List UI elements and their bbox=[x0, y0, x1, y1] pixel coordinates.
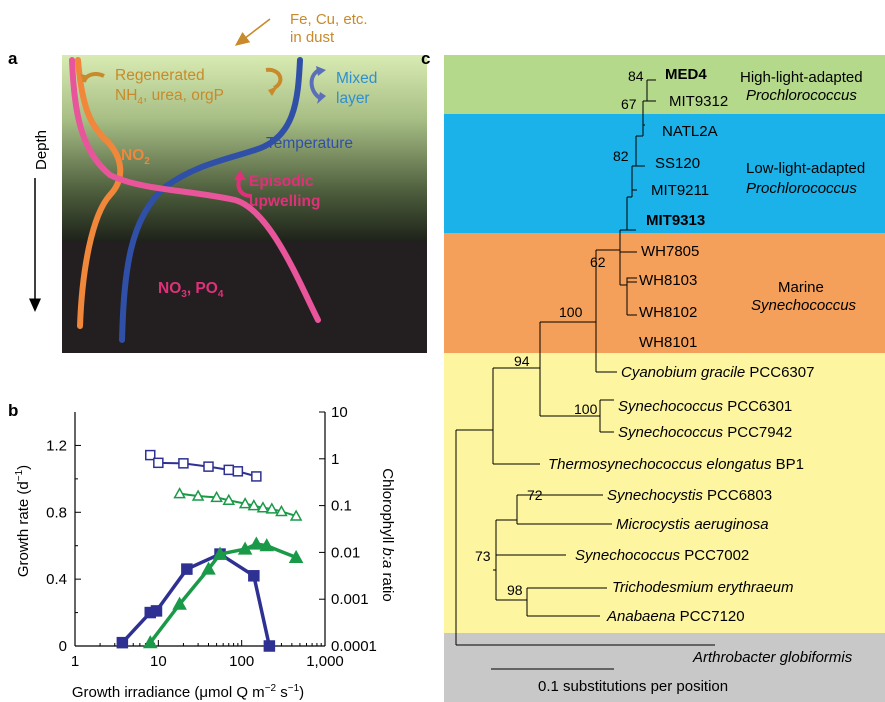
x-tick-label: 1,000 bbox=[306, 653, 344, 670]
high-light-label-2: Prochlorococcus bbox=[746, 87, 857, 104]
taxon-syn7002: Synechococcus PCC7002 bbox=[575, 547, 749, 564]
taxon-syn7942: Synechococcus PCC7942 bbox=[618, 424, 792, 441]
taxon-arthrobacter: Arthrobacter globiformis bbox=[692, 649, 853, 666]
taxon-mit9313: MIT9313 bbox=[646, 212, 705, 229]
x-tick-label: 100 bbox=[229, 653, 254, 670]
taxon-cyanobium: Cyanobium gracile PCC6307 bbox=[621, 364, 814, 381]
panel-label-b: b bbox=[8, 401, 18, 420]
x-tick-label: 1 bbox=[71, 653, 79, 670]
y-left-axis-label: Growth rate (d−1) bbox=[14, 465, 32, 577]
series-0-point bbox=[182, 564, 192, 574]
y-left-tick-label: 0 bbox=[59, 638, 67, 655]
taxon-syn6301: Synechococcus PCC6301 bbox=[618, 398, 792, 415]
panel-b: b 1 10 100 1,000 0 0.4 0.8 1.2 0.0001 0.001 0.01 0.… bbox=[8, 401, 396, 701]
mixed-layer-label-2: layer bbox=[336, 90, 370, 107]
bootstrap-72: 72 bbox=[527, 487, 543, 503]
y-left-tick-label: 1.2 bbox=[46, 437, 67, 454]
series-2-point bbox=[179, 459, 188, 468]
y-right-tick-label: 0.01 bbox=[331, 544, 360, 561]
scale-bar-label: 0.1 substitutions per position bbox=[538, 678, 728, 695]
temperature-label: Temperature bbox=[266, 135, 353, 152]
series-0-point bbox=[117, 638, 127, 648]
taxon-mit9211: MIT9211 bbox=[651, 182, 709, 199]
y-right-tick-label: 0.0001 bbox=[331, 638, 377, 655]
bootstrap-98: 98 bbox=[507, 582, 523, 598]
series-0-point bbox=[264, 641, 274, 651]
panel-label-a: a bbox=[8, 49, 18, 68]
dust-label-1: Fe, Cu, etc. bbox=[290, 11, 368, 28]
bootstrap-100-a: 100 bbox=[559, 304, 583, 320]
deep-water-region bbox=[62, 241, 427, 353]
taxon-thermosynechococcus: Thermosynechococcus elongatus BP1 bbox=[548, 456, 804, 473]
y-right-tick-label: 10 bbox=[331, 404, 348, 421]
bootstrap-67: 67 bbox=[621, 96, 637, 112]
mixed-layer-label-1: Mixed bbox=[336, 70, 377, 87]
series-2-point bbox=[154, 458, 163, 467]
taxon-anabaena: Anabaena PCC7120 bbox=[606, 608, 745, 625]
taxon-wh8101: WH8101 bbox=[639, 334, 697, 351]
taxon-trichodesmium: Trichodesmium erythraeum bbox=[612, 579, 793, 596]
y-right-axis-label: Chlorophyll b:a ratio bbox=[379, 468, 396, 601]
upwelling-label-2: upwelling bbox=[249, 193, 320, 210]
series-2-point bbox=[204, 462, 213, 471]
high-light-label-1: High-light-adapted bbox=[740, 69, 863, 86]
regenerated-label-1: Regenerated bbox=[115, 67, 205, 84]
y-right-tick-label: 0.001 bbox=[331, 591, 369, 608]
low-light-label-1: Low-light-adapted bbox=[746, 160, 865, 177]
bootstrap-94: 94 bbox=[514, 353, 530, 369]
taxon-ss120: SS120 bbox=[655, 155, 700, 172]
upwelling-label-1: Episodic bbox=[249, 173, 314, 190]
taxon-microcystis: Microcystis aeruginosa bbox=[616, 516, 769, 533]
marine-label-1: Marine bbox=[778, 279, 824, 296]
taxon-wh7805: WH7805 bbox=[641, 243, 699, 260]
y-right-tick-label: 1 bbox=[331, 451, 339, 468]
depth-label: Depth bbox=[33, 130, 50, 170]
growth-chart: 1 10 100 1,000 0 0.4 0.8 1.2 0.0001 0.001 0.01 0.1 1… bbox=[46, 404, 377, 670]
taxon-wh8103: WH8103 bbox=[639, 272, 697, 289]
bootstrap-82: 82 bbox=[613, 148, 629, 164]
series-0-point bbox=[151, 606, 161, 616]
series-2-point bbox=[224, 465, 233, 474]
x-tick-label: 10 bbox=[150, 653, 167, 670]
bootstrap-84: 84 bbox=[628, 68, 644, 84]
y-left-tick-label: 0.4 bbox=[46, 571, 67, 588]
taxon-natl2a: NATL2A bbox=[662, 123, 718, 140]
panel-a: a Fe, Cu, etc. in dust Depth Regenerated… bbox=[8, 11, 427, 353]
x-axis-label: Growth irradiance (μmol Q m−2 s−1) bbox=[72, 683, 304, 701]
y-left-tick-label: 0.8 bbox=[46, 504, 67, 521]
taxon-mit9312: MIT9312 bbox=[669, 93, 728, 110]
taxon-med4: MED4 bbox=[665, 66, 707, 83]
panel-c: c High-light-adapted Prochlorococcus Low… bbox=[421, 49, 885, 702]
taxon-wh8102: WH8102 bbox=[639, 304, 697, 321]
taxon-synechocystis: Synechocystis PCC6803 bbox=[607, 487, 772, 504]
series-2-point bbox=[252, 472, 261, 481]
bootstrap-100-b: 100 bbox=[574, 401, 598, 417]
low-light-label-2: Prochlorococcus bbox=[746, 180, 857, 197]
series-0-line bbox=[122, 554, 269, 646]
series-0-point bbox=[249, 571, 259, 581]
dust-arrow bbox=[240, 19, 270, 42]
dust-label-2: in dust bbox=[290, 29, 335, 46]
panel-label-c: c bbox=[421, 49, 430, 68]
bootstrap-73: 73 bbox=[475, 548, 491, 564]
y-right-tick-label: 0.1 bbox=[331, 498, 352, 515]
marine-label-2: Synechococcus bbox=[751, 297, 857, 314]
bootstrap-62: 62 bbox=[590, 254, 606, 270]
series-2-point bbox=[233, 467, 242, 476]
